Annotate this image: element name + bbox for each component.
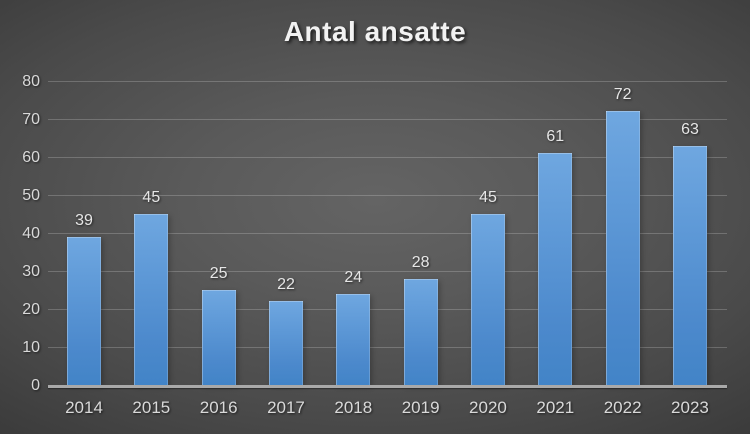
- bar-value-label: 22: [277, 276, 295, 294]
- y-axis-tick-label: 50: [22, 187, 40, 204]
- bar-2017: [268, 301, 303, 385]
- y-axis-tick-label: 40: [22, 225, 40, 242]
- bar-value-label: 61: [546, 128, 565, 146]
- bar-2016: [201, 290, 236, 385]
- y-gridline: [48, 309, 727, 310]
- y-gridline: [48, 157, 727, 158]
- x-axis-tick-label: 2020: [469, 398, 507, 417]
- bar-value-label: 28: [411, 253, 430, 271]
- y-gridline: [48, 271, 727, 272]
- y-axis-tick-label: 70: [22, 111, 40, 128]
- y-gridline: [48, 81, 727, 82]
- bar-2019: [403, 278, 438, 385]
- x-axis-tick-label: 2023: [671, 398, 709, 417]
- x-axis-tick-label: 2015: [132, 398, 171, 417]
- x-axis-tick-label: 2016: [199, 398, 238, 417]
- bar-2014: [67, 236, 101, 385]
- x-axis-tick-label: 2019: [401, 398, 440, 417]
- bar-value-label: 25: [209, 265, 228, 282]
- x-axis-line: [48, 385, 727, 388]
- x-axis-tick-label: 2014: [65, 398, 103, 417]
- y-gridline: [48, 233, 727, 234]
- bar-2022: [605, 111, 640, 385]
- bar-value-label: 45: [479, 189, 497, 206]
- y-axis-tick-label: 20: [22, 301, 40, 318]
- chart-title: Antal ansatte: [283, 16, 467, 47]
- y-axis-tick-label: 30: [22, 263, 40, 280]
- bar-value-label: 72: [613, 86, 632, 104]
- y-gridline: [48, 195, 727, 196]
- y-gridline: [48, 119, 727, 120]
- bar-value-label: 63: [681, 120, 699, 138]
- bar-value-label: 45: [142, 189, 161, 206]
- x-axis-tick-label: 2021: [536, 398, 575, 417]
- x-axis-tick-label: 2022: [603, 398, 642, 417]
- bar-value-label: 24: [344, 268, 363, 286]
- y-axis-tick-label: 0: [31, 377, 40, 394]
- bar-2015: [134, 214, 169, 385]
- x-axis-tick-label: 2017: [267, 398, 305, 417]
- bar-2023: [672, 145, 707, 385]
- bar-2018: [336, 293, 371, 385]
- y-axis-tick-label: 60: [22, 149, 40, 166]
- y-axis-tick-label: 10: [22, 339, 40, 356]
- bar-2020: [470, 214, 505, 385]
- x-axis-tick-label: 2018: [334, 398, 373, 417]
- y-gridline: [48, 347, 727, 348]
- bar-value-label: 39: [75, 211, 93, 229]
- y-axis-tick-label: 80: [22, 73, 40, 90]
- bar-2021: [538, 153, 573, 385]
